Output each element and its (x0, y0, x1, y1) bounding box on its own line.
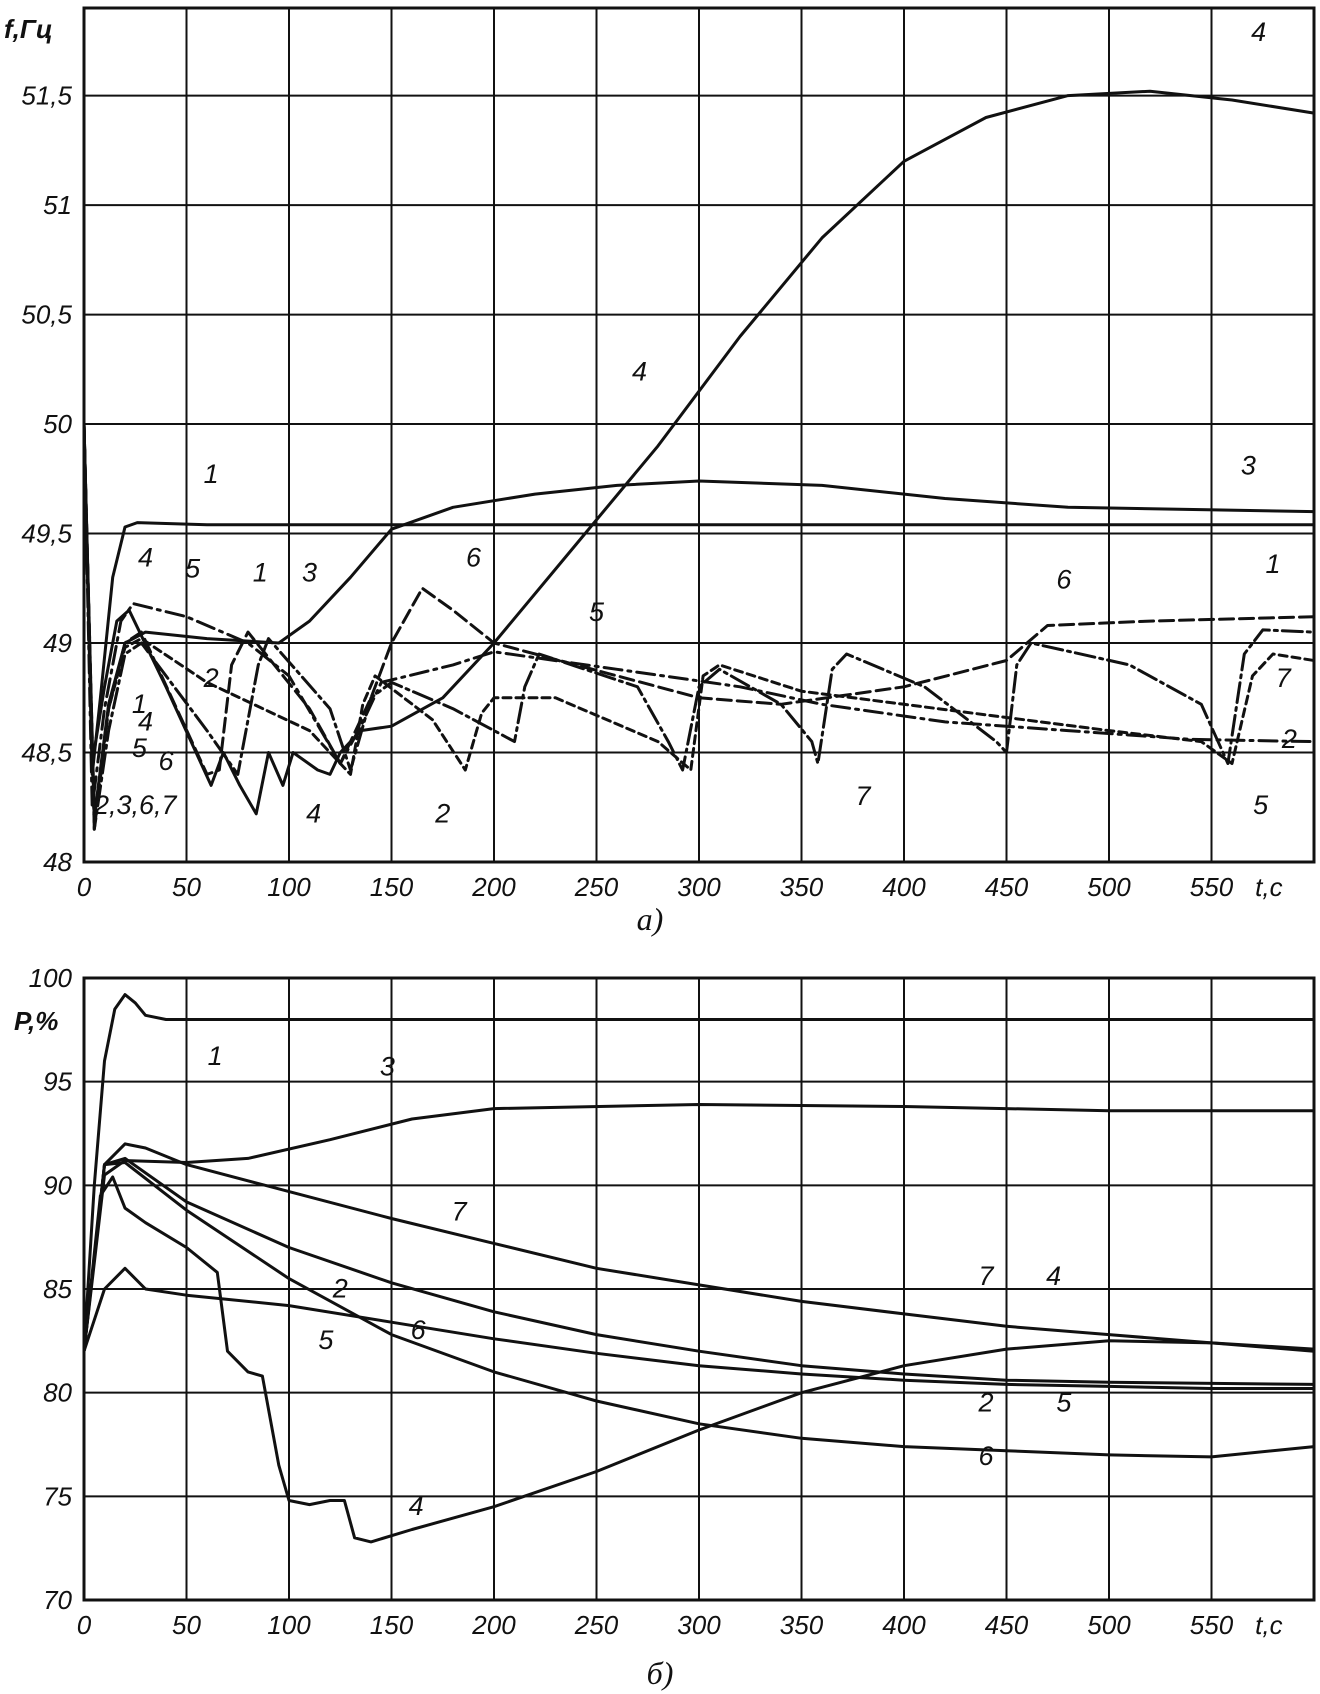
y-tick-label: 75 (43, 1481, 72, 1511)
curve-label: 1 (1265, 549, 1280, 579)
curve-label: 4 (1251, 17, 1266, 47)
y-tick-label: 49 (43, 628, 72, 658)
x-tick-label: 500 (1087, 1610, 1131, 1640)
y-tick-label: 48,5 (21, 738, 72, 768)
curve-label: 4 (632, 356, 647, 386)
y-tick-label: 48 (43, 847, 72, 877)
x-tick-label: 400 (882, 872, 926, 902)
curve-label: 2 (203, 663, 219, 693)
x-tick-label: 100 (267, 1610, 311, 1640)
curve-label: 6 (158, 746, 174, 776)
curve-label: 5 (318, 1325, 334, 1355)
curve-label: 5 (589, 597, 605, 627)
power-chart: 0 50 100 150 200 250 300 350 400 450 500 5507075808… (14, 963, 1316, 1691)
x-tick-label: 50 (172, 1610, 201, 1640)
x-axis-label: t,c (1255, 872, 1282, 902)
series-2-line (82, 422, 1316, 831)
y-axis-label: f,Гц (4, 14, 53, 44)
y-tick-label: 51,5 (21, 81, 72, 111)
curve-label: 1 (208, 1041, 223, 1071)
curve-label: 7 (452, 1197, 468, 1227)
curve-label: 2,3,6,7 (93, 790, 178, 820)
curve-label: 1 (253, 558, 268, 588)
x-tick-label: 500 (1087, 872, 1131, 902)
curve-label: 4 (1046, 1261, 1061, 1291)
plot-frame (82, 976, 1316, 1602)
curve-label: 6 (411, 1315, 427, 1345)
curve-label: 5 (1253, 790, 1269, 820)
curve-label: 4 (409, 1491, 424, 1521)
x-tick-label: 200 (471, 872, 516, 902)
curve-label: 3 (1241, 450, 1256, 480)
y-tick-label: 70 (43, 1585, 72, 1615)
y-tick-label: 90 (43, 1170, 72, 1200)
x-tick-label: 100 (267, 872, 311, 902)
y-tick-label: 49,5 (21, 519, 72, 549)
curve-label: 6 (1056, 564, 1072, 594)
curve-label: 2 (1281, 724, 1297, 754)
x-tick-label: 350 (780, 872, 824, 902)
frequency-chart: 0 50 100 150 200 250 300 350 400 450 500 5504848,54… (4, 6, 1316, 937)
y-tick-label: 51 (43, 190, 72, 220)
y-tick-label: 85 (43, 1274, 72, 1304)
series-6-line (82, 1161, 1316, 1459)
curve-label: 5 (185, 553, 201, 583)
curve-label: 4 (138, 542, 153, 572)
curve-label: 1 (204, 459, 219, 489)
curve-label: 3 (302, 558, 317, 588)
series-2-line (82, 1156, 1316, 1386)
curve-label: 5 (132, 733, 148, 763)
curve-label: 1 (132, 689, 147, 719)
curve-label: 6 (978, 1441, 994, 1471)
figure-caption: б) (647, 1655, 674, 1691)
x-tick-label: 300 (677, 1610, 721, 1640)
series-7-line (82, 422, 1316, 831)
x-axis-label: t,c (1255, 1610, 1282, 1640)
x-tick-label: 200 (471, 1610, 516, 1640)
curve-label: 7 (1276, 663, 1292, 693)
x-tick-label: 50 (172, 872, 201, 902)
series-1-line (82, 993, 1316, 1353)
curve-label: 7 (978, 1261, 994, 1291)
series-4-line (82, 89, 1316, 816)
curve-label: 4 (138, 707, 153, 737)
y-axis-label: P,% (14, 1006, 58, 1036)
x-tick-label: 400 (882, 1610, 926, 1640)
x-tick-label: 150 (370, 872, 414, 902)
curve-label: 6 (466, 542, 482, 572)
y-tick-label: 100 (29, 963, 73, 993)
y-tick-label: 80 (43, 1378, 72, 1408)
curve-label: 2 (332, 1273, 348, 1303)
series-5-line (82, 422, 1316, 809)
y-tick-label: 50,5 (21, 300, 72, 330)
x-tick-label: 0 (77, 872, 92, 902)
figure-caption: а) (637, 901, 664, 937)
curve-label: 4 (306, 799, 321, 829)
x-tick-label: 550 (1190, 1610, 1234, 1640)
series-5-line (82, 1266, 1316, 1390)
curve-label: 2 (434, 799, 450, 829)
y-tick-label: 95 (43, 1067, 72, 1097)
series-7-line (82, 1142, 1316, 1353)
x-tick-label: 150 (370, 1610, 414, 1640)
x-tick-label: 250 (574, 872, 619, 902)
y-tick-label: 50 (43, 409, 72, 439)
curve-label: 3 (380, 1051, 395, 1081)
x-tick-label: 550 (1190, 872, 1234, 902)
curve-label: 7 (855, 781, 871, 811)
x-tick-label: 0 (77, 1610, 92, 1640)
series-4-line (82, 1175, 1316, 1544)
x-tick-label: 350 (780, 1610, 824, 1640)
x-tick-label: 450 (985, 872, 1029, 902)
curve-label: 2 (977, 1387, 993, 1417)
x-tick-label: 300 (677, 872, 721, 902)
x-tick-label: 450 (985, 1610, 1029, 1640)
x-tick-label: 250 (574, 1610, 619, 1640)
series-6-line (82, 422, 1316, 820)
curve-label: 5 (1056, 1387, 1072, 1417)
